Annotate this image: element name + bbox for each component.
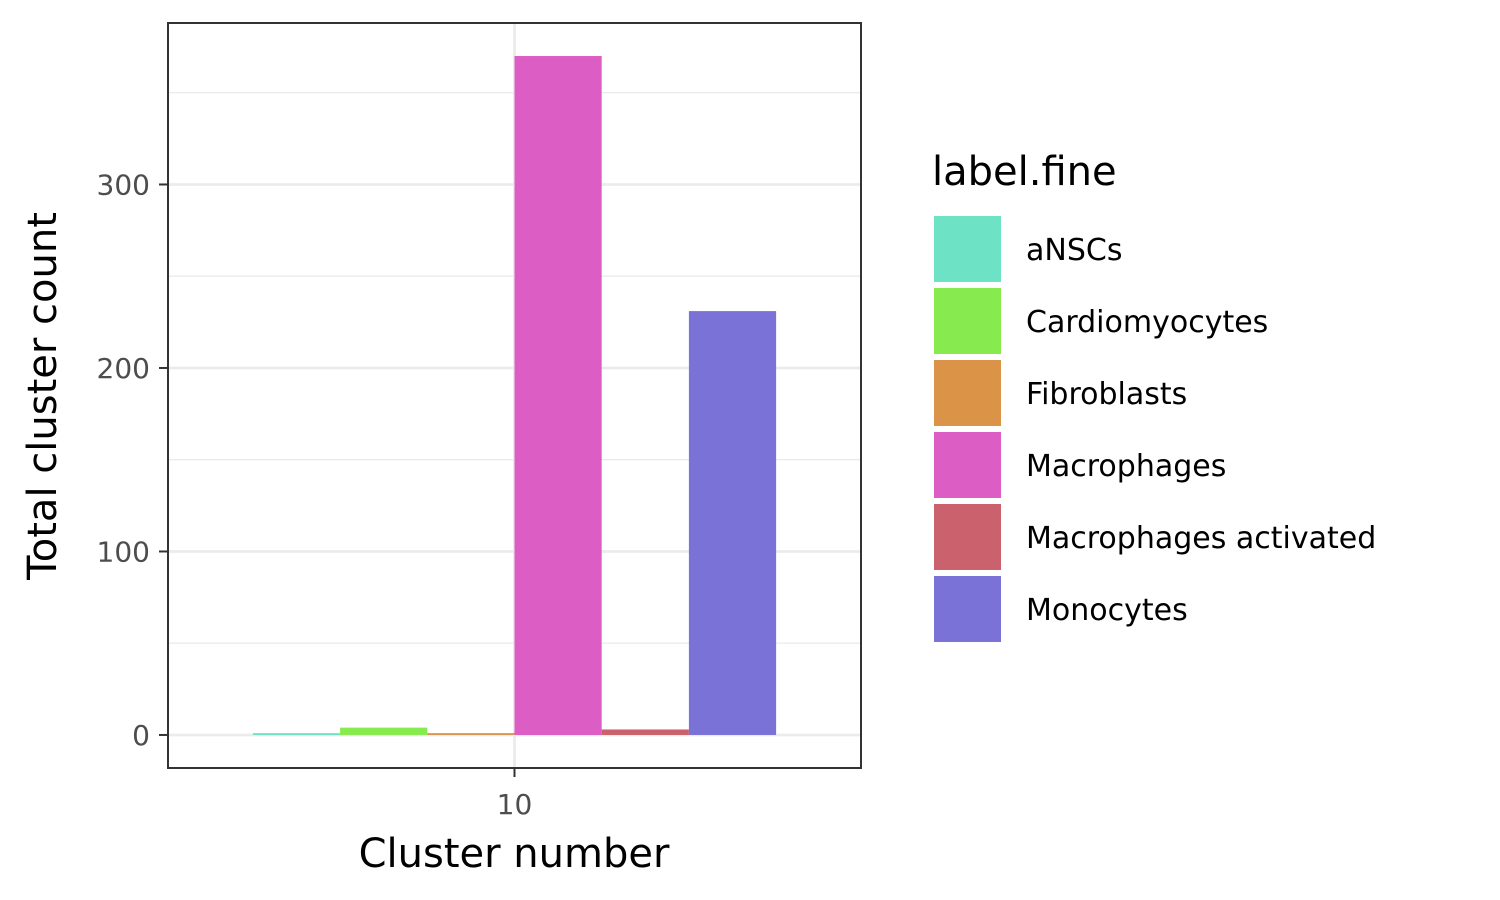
x-axis-title: Cluster number xyxy=(359,831,670,877)
y-axis: 0 100 200 300 xyxy=(97,168,168,752)
legend-label: Cardiomyocytes xyxy=(1026,305,1268,340)
legend-key xyxy=(934,576,1001,642)
bar-monocytes xyxy=(688,311,777,735)
y-tick-label: 0 xyxy=(132,719,150,752)
y-tick-label: 100 xyxy=(97,535,150,568)
legend-label: Macrophages activated xyxy=(1026,521,1376,556)
bar-anscs xyxy=(252,733,341,735)
legend-label: Fibroblasts xyxy=(1026,377,1187,412)
legend-key xyxy=(934,504,1001,570)
legend-label: Monocytes xyxy=(1026,593,1188,628)
bars xyxy=(252,56,777,735)
bar-cardiomyocytes xyxy=(340,727,428,735)
legend-title: label.fine xyxy=(932,149,1117,195)
y-tick-label: 300 xyxy=(97,168,150,201)
legend: aNSCs Cardiomyocytes Fibroblasts Macrophage… xyxy=(934,216,1376,642)
legend-label: aNSCs xyxy=(1026,233,1122,268)
legend-key xyxy=(934,432,1001,498)
legend-key xyxy=(934,288,1001,354)
x-axis: 10 xyxy=(497,768,533,821)
bar-macrophages-activated xyxy=(601,729,689,735)
bar-fibroblasts xyxy=(427,733,515,735)
legend-key xyxy=(934,360,1001,426)
y-tick-label: 200 xyxy=(97,352,150,385)
legend-key xyxy=(934,216,1001,282)
y-axis-title: Total cluster count xyxy=(20,212,66,581)
bar-macrophages xyxy=(514,56,602,735)
legend-label: Macrophages xyxy=(1026,449,1226,484)
x-tick-label: 10 xyxy=(497,788,533,821)
